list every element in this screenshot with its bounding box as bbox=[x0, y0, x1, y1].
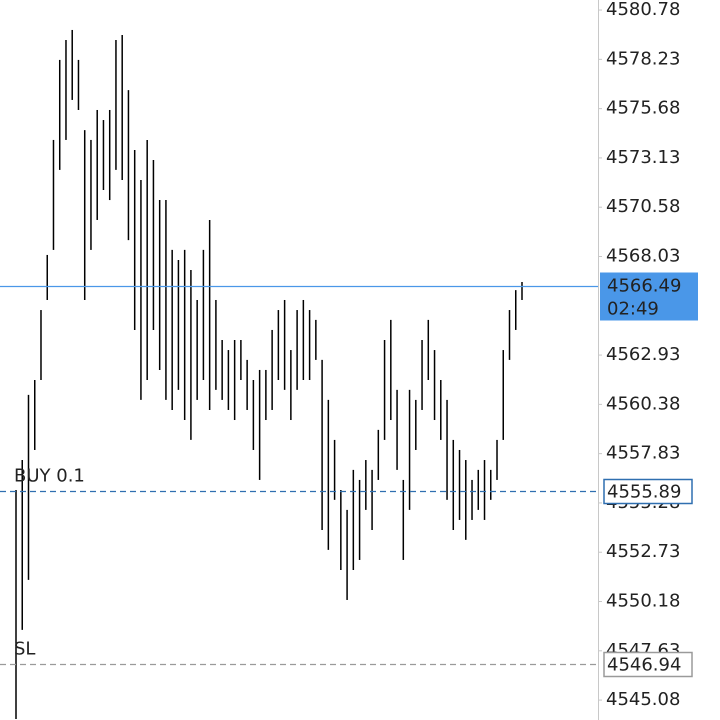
y-tick-label: 4545.08 bbox=[606, 689, 680, 710]
y-tick-label: 4568.03 bbox=[606, 245, 680, 266]
y-tick-label: 4560.38 bbox=[606, 393, 680, 414]
y-tick-label: 4573.13 bbox=[606, 147, 680, 168]
y-tick-label: 4550.18 bbox=[606, 591, 680, 612]
price-line-name: BUY 0.1 bbox=[14, 466, 85, 487]
y-tick-label: 4578.23 bbox=[606, 48, 680, 69]
price-label-box bbox=[603, 651, 693, 678]
price-label-box bbox=[603, 478, 693, 505]
y-tick-label: 4562.93 bbox=[606, 344, 680, 365]
y-tick-label: 4580.78 bbox=[606, 0, 680, 20]
y-tick-label: 4575.68 bbox=[606, 98, 680, 119]
y-tick-label: 4557.83 bbox=[606, 443, 680, 464]
price-label: 4566.49 bbox=[607, 276, 681, 297]
price-label: 4555.89 bbox=[607, 482, 681, 503]
price-timer: 02:49 bbox=[607, 299, 659, 320]
y-tick-label: 4552.73 bbox=[606, 541, 680, 562]
price-line-name: SL bbox=[14, 639, 35, 660]
price-label-box bbox=[600, 272, 698, 321]
y-tick-label: 4570.58 bbox=[606, 196, 680, 217]
price-label: 4546.94 bbox=[607, 655, 681, 676]
